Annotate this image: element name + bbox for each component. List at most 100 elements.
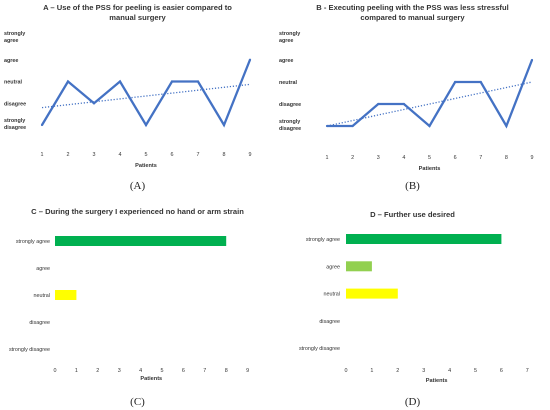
data-point	[170, 80, 174, 83]
x-tick-label: 9	[246, 368, 249, 374]
x-tick-label: 8	[225, 368, 228, 374]
y-tick-label: strongly	[279, 31, 300, 37]
y-tick-label: strongly	[4, 31, 25, 37]
panel-label: (C)	[130, 396, 145, 408]
chart-panel-a: A – Use of the PSS for peeling is easier…	[4, 3, 252, 192]
data-point	[144, 123, 148, 127]
bar	[55, 290, 77, 300]
category-label: agree	[326, 264, 340, 270]
bar	[346, 261, 372, 272]
panel-label: (A)	[130, 180, 146, 192]
x-tick-label: 4	[139, 368, 142, 374]
data-point	[428, 124, 431, 128]
x-axis-label: Patients	[426, 378, 448, 384]
x-tick-label: 7	[526, 368, 529, 374]
x-tick-label: 5	[145, 152, 148, 158]
chart-title: D – Further use desired	[370, 210, 455, 219]
x-tick-label: 5	[474, 368, 477, 374]
x-tick-label: 9	[531, 155, 534, 161]
trendline	[41, 83, 251, 109]
data-point	[118, 80, 122, 83]
chart-title: B - Executing peeling with the PSS was l…	[316, 3, 508, 12]
x-tick-label: 1	[41, 152, 44, 158]
x-axis-label: Patients	[140, 376, 162, 382]
series-line	[327, 59, 534, 129]
x-tick-label: 5	[428, 155, 431, 161]
y-tick-label: disagree	[279, 102, 301, 108]
trendline	[326, 81, 533, 127]
category-label: strongly disagree	[9, 347, 50, 353]
x-tick-label: 5	[161, 368, 164, 374]
bar	[346, 234, 502, 244]
x-tick-label: 1	[326, 155, 329, 161]
data-point	[402, 102, 405, 106]
x-tick-label: 1	[75, 368, 78, 374]
data-point	[505, 124, 508, 128]
x-tick-label: 3	[118, 368, 121, 374]
data-point	[40, 123, 44, 127]
data-point	[66, 80, 70, 83]
x-tick-label: 6	[171, 152, 174, 158]
x-tick-label: 0	[54, 368, 57, 374]
data-point	[454, 80, 457, 84]
x-tick-label: 6	[454, 155, 457, 161]
chart-panel-c: C – During the surgery I experienced no …	[9, 207, 249, 408]
y-tick-label: strongly	[279, 119, 300, 125]
category-label: strongly agree	[16, 239, 50, 245]
category-label: disagree	[319, 319, 340, 325]
data-point	[92, 102, 96, 105]
data-point	[377, 102, 380, 106]
x-axis-label: Patients	[419, 166, 441, 172]
panel-label: (B)	[405, 180, 420, 192]
y-tick-label: agree	[279, 38, 293, 44]
category-label: agree	[36, 266, 50, 272]
chart-title: manual surgery	[109, 13, 166, 22]
x-tick-label: 8	[505, 155, 508, 161]
x-tick-label: 2	[96, 368, 99, 374]
bar	[55, 236, 227, 246]
x-tick-label: 7	[203, 368, 206, 374]
x-tick-label: 1	[370, 368, 373, 374]
x-tick-label: 4	[119, 152, 122, 158]
chart-title: compared to manual surgery	[360, 13, 465, 22]
bar	[346, 288, 398, 299]
y-tick-label: disagree	[4, 125, 26, 131]
x-tick-label: 4	[448, 368, 451, 374]
category-label: neutral	[34, 293, 50, 299]
x-tick-label: 4	[402, 155, 405, 161]
y-tick-label: disagree	[279, 126, 301, 132]
chart-title: A – Use of the PSS for peeling is easier…	[43, 3, 232, 12]
x-axis-label: Patients	[135, 163, 157, 169]
data-point	[196, 80, 200, 83]
y-tick-label: agree	[279, 58, 293, 64]
category-label: strongly disagree	[299, 346, 340, 352]
data-point	[222, 123, 226, 127]
y-tick-label: disagree	[4, 101, 26, 107]
x-tick-label: 2	[67, 152, 70, 158]
x-tick-label: 7	[479, 155, 482, 161]
category-label: neutral	[324, 292, 340, 298]
chart-title: C – During the surgery I experienced no …	[31, 207, 244, 216]
x-tick-label: 3	[93, 152, 96, 158]
y-tick-label: strongly	[4, 118, 25, 124]
x-tick-label: 0	[345, 368, 348, 374]
x-tick-label: 3	[377, 155, 380, 161]
y-tick-label: neutral	[4, 80, 22, 86]
data-point	[351, 124, 354, 128]
x-tick-label: 7	[197, 152, 200, 158]
x-tick-label: 8	[223, 152, 226, 158]
data-point	[479, 80, 482, 84]
x-tick-label: 3	[422, 368, 425, 374]
y-tick-label: neutral	[279, 80, 297, 86]
x-tick-label: 2	[396, 368, 399, 374]
chart-panel-b: B - Executing peeling with the PSS was l…	[279, 3, 534, 192]
x-tick-label: 6	[182, 368, 185, 374]
y-tick-label: agree	[4, 58, 18, 64]
chart-panel-d: D – Further use desired strongly agree agr…	[299, 210, 529, 408]
category-label: strongly agree	[306, 237, 340, 243]
series-line	[41, 59, 252, 128]
x-tick-label: 6	[500, 368, 503, 374]
panel-label: (D)	[405, 396, 421, 408]
data-point	[325, 124, 329, 128]
